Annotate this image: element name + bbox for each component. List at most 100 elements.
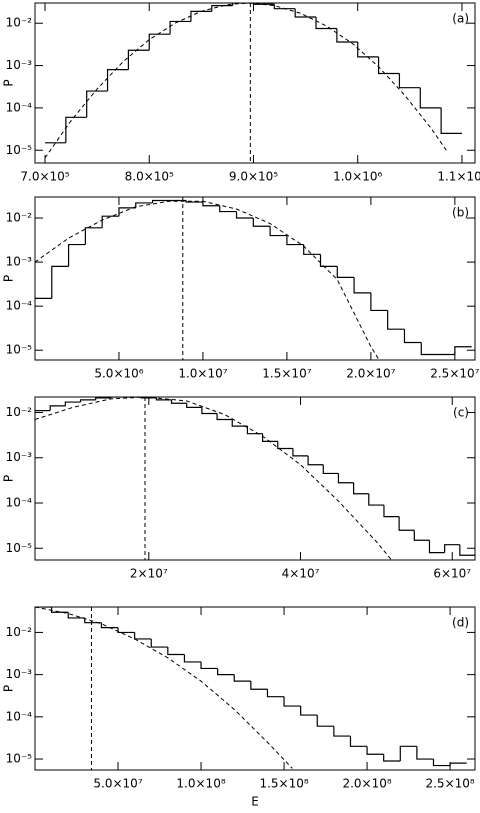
y-tick-label: 10⁻² — [6, 405, 33, 419]
histogram-step — [357, 41, 379, 58]
histogram-step — [250, 681, 268, 690]
histogram-step — [64, 401, 81, 406]
panel — [35, 197, 472, 360]
histogram-step — [100, 622, 119, 629]
histogram-step — [428, 540, 445, 554]
histogram-step — [303, 244, 321, 255]
histogram-step — [336, 266, 355, 278]
histogram-step — [110, 397, 127, 398]
histogram-step — [416, 746, 434, 760]
histogram-step — [440, 107, 462, 134]
histogram-step — [134, 632, 152, 640]
histogram-step — [150, 638, 168, 648]
histogram-step — [454, 346, 472, 355]
x-tick-label: 1.1×10⁶ — [437, 170, 480, 184]
histogram-step — [277, 441, 293, 450]
x-tick-label: 5.0×10⁶ — [94, 367, 143, 381]
y-axis-label: P — [2, 475, 16, 482]
histogram-step — [101, 215, 119, 228]
histogram-step — [383, 754, 401, 762]
histogram-step — [286, 235, 304, 246]
panel-label: (d) — [452, 616, 469, 630]
histogram-step — [217, 668, 235, 676]
histogram-step — [273, 4, 296, 10]
histogram-step — [231, 419, 248, 427]
y-axis-label: P — [2, 275, 16, 282]
histogram-step — [183, 654, 202, 663]
x-tick-label: 2.0×10⁷ — [346, 367, 395, 381]
y-tick-label: 10⁻⁴ — [6, 495, 33, 509]
histogram-step — [333, 726, 351, 737]
x-tick-label: 5.0×10⁷ — [93, 777, 142, 791]
histogram-step — [349, 736, 368, 747]
x-tick-label: 9.0×10⁵ — [229, 170, 278, 184]
fit-curve — [35, 397, 392, 560]
x-tick-label: 7.0×10⁵ — [20, 170, 69, 184]
histogram-step — [252, 218, 271, 227]
histogram-step — [86, 90, 108, 118]
x-axis-label: E — [251, 795, 259, 809]
histogram-step — [232, 3, 254, 6]
y-tick-label: 10⁻³ — [6, 667, 33, 681]
panel-label: (c) — [453, 406, 469, 420]
histogram-step — [170, 399, 187, 404]
histogram-step — [117, 627, 135, 634]
plot-frame — [34, 606, 476, 771]
histogram-step — [316, 715, 334, 727]
histogram-step — [65, 116, 87, 143]
fit-curve — [44, 3, 447, 159]
x-tick-label: 2.5×10⁷ — [430, 367, 479, 381]
x-tick-label: 4×10⁷ — [282, 567, 320, 581]
histogram-step — [413, 530, 430, 541]
y-axis-label: P — [2, 79, 16, 86]
histogram-step — [444, 544, 460, 553]
fit-curve — [35, 607, 293, 769]
plot-frame — [34, 2, 476, 164]
histogram-step — [420, 342, 439, 356]
x-tick-label: 6×10⁷ — [433, 567, 471, 581]
panel-label: (b) — [452, 206, 469, 220]
histogram-step — [219, 205, 237, 213]
histogram-step — [67, 612, 85, 619]
histogram-step — [201, 407, 218, 415]
y-tick-label: 10⁻² — [6, 625, 33, 639]
y-tick-label: 10⁻⁵ — [6, 343, 33, 357]
y-tick-label: 10⁻⁴ — [6, 100, 33, 114]
x-tick-label: 1.5×10⁷ — [262, 367, 311, 381]
panel-label: (a) — [452, 12, 469, 26]
y-tick-label: 10⁻³ — [6, 255, 33, 269]
panel — [44, 3, 462, 163]
y-tick-label: 10⁻⁵ — [6, 143, 33, 157]
histogram-step — [307, 455, 324, 466]
y-axis-label: P — [2, 685, 16, 692]
histogram-step — [211, 5, 233, 12]
histogram-step — [79, 399, 96, 403]
histogram-step — [449, 762, 467, 766]
histogram-step — [106, 69, 129, 92]
histogram-step — [300, 706, 318, 716]
histogram-step — [67, 243, 86, 267]
histogram-step — [118, 207, 136, 217]
plot-frame — [34, 396, 476, 561]
histogram-step — [190, 10, 212, 22]
histogram-step — [266, 689, 285, 698]
histogram-step — [283, 696, 301, 707]
histogram-step — [366, 746, 384, 755]
histogram-step — [370, 292, 388, 312]
histogram-step — [337, 473, 354, 484]
histogram-step — [459, 544, 475, 556]
x-tick-label: 1.5×10⁸ — [259, 777, 308, 791]
x-tick-label: 1.0×10⁶ — [333, 170, 382, 184]
panel — [35, 607, 467, 770]
histogram-step — [398, 73, 421, 89]
histogram-step — [398, 516, 415, 531]
histogram-step — [202, 202, 220, 207]
histogram-step — [167, 647, 185, 656]
histogram-step — [399, 745, 417, 761]
x-tick-label: 8.0×10⁵ — [125, 170, 174, 184]
histogram-step — [155, 397, 172, 401]
y-tick-label: 10⁻⁵ — [6, 541, 33, 555]
histogram-step — [368, 493, 384, 506]
y-tick-label: 10⁻² — [6, 211, 33, 225]
histogram-step — [216, 413, 233, 421]
